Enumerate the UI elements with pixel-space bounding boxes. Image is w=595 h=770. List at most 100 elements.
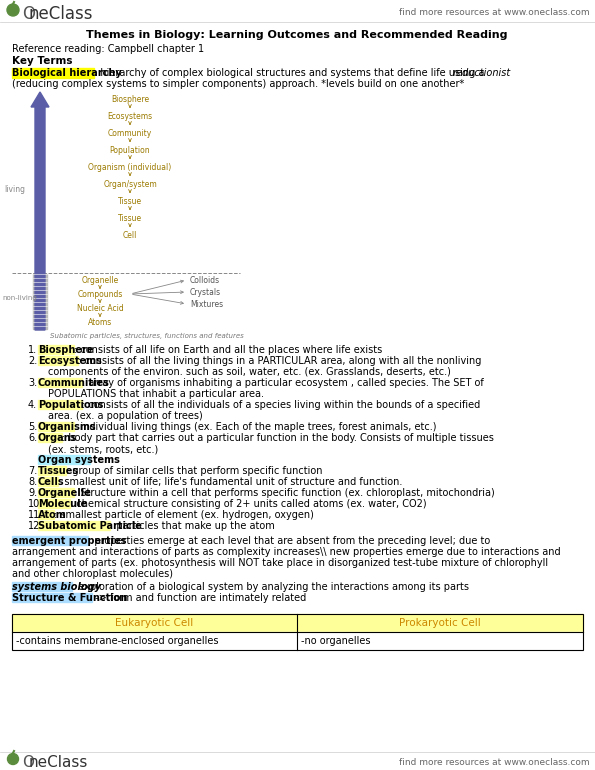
Text: 4.: 4. [28,400,37,410]
Bar [12,614,297,632]
Text: Themes in Biology: Learning Outcomes and Recommended Reading: Themes in Biology: Learning Outcomes and… [86,30,508,40]
Text: components of the environ. such as soil, water, etc. (ex. Grasslands, deserts, e: components of the environ. such as soil,… [48,367,451,377]
Text: Key Terms: Key Terms [12,56,73,66]
Bar [38,378,82,387]
Text: and other chloroplast molecules): and other chloroplast molecules) [12,569,173,579]
Text: 5.: 5. [28,422,37,432]
Text: arrangement and interactions of parts as complexity increases\\ new properties e: arrangement and interactions of parts as… [12,547,560,557]
Bar [38,433,62,442]
Text: Reference reading: Campbell chapter 1: Reference reading: Campbell chapter 1 [12,44,204,54]
Text: Eukaryotic Cell: Eukaryotic Cell [115,618,193,628]
Text: Crystals: Crystals [190,288,221,297]
Text: 7.: 7. [28,466,37,476]
Text: Organisms: Organisms [38,422,96,432]
Circle shape [8,754,18,765]
Text: -> form and function are intimately related: -> form and function are intimately rela… [92,593,306,603]
Text: Organelle: Organelle [82,276,118,285]
Text: Communities: Communities [38,378,110,388]
Text: Biosphere: Biosphere [38,345,93,355]
Bar [38,466,66,475]
Text: 8.: 8. [28,477,37,487]
Text: : consists of all the living things in a PARTICULAR area, along with all the non: : consists of all the living things in a… [78,356,481,366]
Text: : array of organisms inhabiting a particular ecosystem , called species. The SET: : array of organisms inhabiting a partic… [82,378,484,388]
Text: Subatomic particles, structures, functions and features: Subatomic particles, structures, functio… [50,333,244,339]
Text: Tissue: Tissue [118,197,142,206]
Text: Cell: Cell [123,231,137,240]
Text: Subatomic Particle: Subatomic Particle [38,521,142,531]
Text: : individual living things (ex. Each of the maple trees, forest animals, etc.): : individual living things (ex. Each of … [74,422,437,432]
Text: area. (ex. a population of trees): area. (ex. a population of trees) [48,411,203,421]
Text: 6.: 6. [28,433,37,443]
Text: 1.: 1. [28,345,37,355]
Bar [12,68,94,78]
Text: Prokaryotic Cell: Prokaryotic Cell [399,618,481,628]
Bar [33,274,47,329]
Bar [38,400,82,409]
Text: : group of similar cells that perform specific function: : group of similar cells that perform sp… [66,466,322,476]
Text: 12.: 12. [28,521,43,531]
Text: Nucleic Acid: Nucleic Acid [77,304,123,313]
Text: (reducing complex systems to simpler components) approach. *levels build on one : (reducing complex systems to simpler com… [12,79,464,89]
Text: Community: Community [108,129,152,138]
Text: Organs: Organs [38,433,77,443]
Text: Molecule: Molecule [38,499,87,509]
Text: 3.: 3. [28,378,37,388]
Text: : particles that make up the atom: : particles that make up the atom [110,521,275,531]
Text: living: living [4,185,25,194]
Text: find more resources at www.oneclass.com: find more resources at www.oneclass.com [399,758,590,767]
Text: : body part that carries out a particular function in the body. Consists of mult: : body part that carries out a particula… [62,433,494,443]
Text: : Structure within a cell that performs specific function (ex. chloroplast, mito: : Structure within a cell that performs … [74,488,495,498]
Text: Colloids: Colloids [190,276,220,285]
Bar [38,422,74,431]
Text: Mixtures: Mixtures [190,300,223,309]
Text: : smallest unit of life; life's fundamental unit of structure and function.: : smallest unit of life; life's fundamen… [58,477,402,487]
Text: Atom: Atom [38,510,67,520]
Bar [38,356,78,365]
Text: arrangement of parts (ex. photosynthesis will NOT take place in disorganized tes: arrangement of parts (ex. photosynthesis… [12,558,548,568]
Text: -contains membrane-enclosed organelles: -contains membrane-enclosed organelles [16,636,218,646]
Text: systems biology: systems biology [12,582,101,592]
Text: Population: Population [109,146,151,155]
Text: Atoms: Atoms [88,318,112,327]
Circle shape [7,4,19,16]
Text: Organ/system: Organ/system [103,180,157,189]
Text: : consists of all life on Earth and all the places where life exists: : consists of all life on Earth and all … [74,345,382,355]
Text: find more resources at www.oneclass.com: find more resources at www.oneclass.com [399,8,590,17]
Text: 9.: 9. [28,488,37,498]
Text: Organism (individual): Organism (individual) [89,163,171,172]
Bar [38,510,54,519]
Bar [12,593,92,602]
Bar [38,477,58,486]
Text: : smallest particle of element (ex. hydrogen, oxygen): : smallest particle of element (ex. hydr… [54,510,314,520]
Text: neClass: neClass [29,5,93,23]
Text: 11.: 11. [28,510,43,520]
Bar [38,499,70,508]
Text: : properties emerge at each level that are absent from the preceding level; due : : properties emerge at each level that a… [88,536,490,546]
Text: Biological hierarchy: Biological hierarchy [12,68,122,78]
Text: non-living: non-living [2,295,37,301]
Text: 2.: 2. [28,356,37,366]
Bar [38,345,74,354]
Bar [12,614,583,650]
Text: Tissue: Tissue [118,214,142,223]
Bar [12,536,88,545]
Text: : chemical structure consisting of 2+ units called atoms (ex. water, CO2): : chemical structure consisting of 2+ un… [70,499,427,509]
Text: : consists of all the individuals of a species living within the bounds of a spe: : consists of all the individuals of a s… [82,400,480,410]
Text: emergent properties: emergent properties [12,536,127,546]
Bar [297,614,583,632]
Bar [38,455,90,464]
Text: 10.: 10. [28,499,43,509]
FancyArrow shape [31,92,49,330]
Text: : hierarchy of complex biological structures and systems that define life using : : hierarchy of complex biological struct… [94,68,487,78]
Text: Ecosystems: Ecosystems [108,112,152,121]
Text: O: O [22,5,35,23]
Text: Cells: Cells [38,477,65,487]
Text: Organelle: Organelle [38,488,92,498]
Text: Biosphere: Biosphere [111,95,149,104]
Text: : exploration of a biological system by analyzing the interactions among its par: : exploration of a biological system by … [72,582,469,592]
Text: neClass: neClass [29,755,89,770]
Text: -no organelles: -no organelles [301,636,371,646]
Text: POPULATIONS that inhabit a particular area.: POPULATIONS that inhabit a particular ar… [48,389,264,399]
Text: (ex. stems, roots, etc.): (ex. stems, roots, etc.) [48,444,158,454]
Bar [38,488,74,497]
